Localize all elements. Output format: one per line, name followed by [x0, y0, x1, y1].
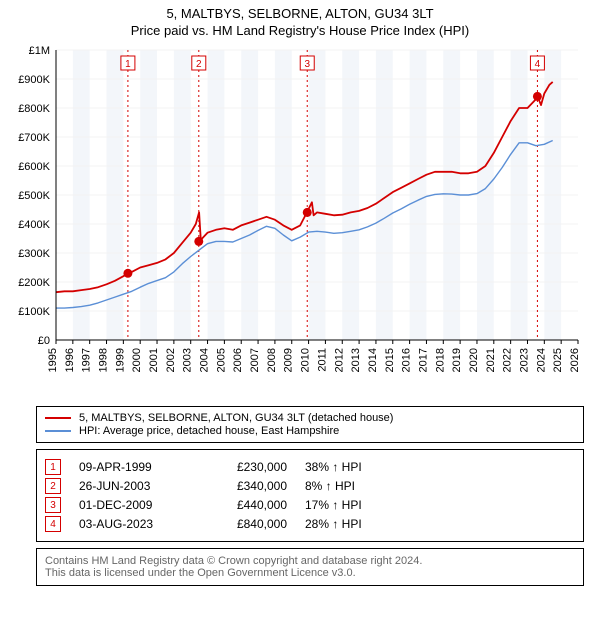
svg-text:£400K: £400K — [18, 219, 50, 231]
svg-text:£300K: £300K — [18, 248, 50, 260]
svg-text:2001: 2001 — [148, 348, 160, 372]
svg-text:2007: 2007 — [249, 348, 261, 372]
svg-text:2000: 2000 — [131, 348, 143, 372]
svg-text:£500K: £500K — [18, 190, 50, 202]
svg-text:2002: 2002 — [165, 348, 177, 372]
sale-date: 01-DEC-2009 — [79, 498, 189, 512]
svg-text:2: 2 — [196, 59, 202, 70]
svg-text:£100K: £100K — [18, 306, 50, 318]
legend-row-hpi: HPI: Average price, detached house, East… — [45, 425, 575, 437]
sale-price: £440,000 — [207, 498, 287, 512]
svg-text:2016: 2016 — [401, 348, 413, 372]
svg-text:2020: 2020 — [468, 348, 480, 372]
sale-marker-icon: 4 — [45, 516, 61, 532]
svg-text:£800K: £800K — [18, 103, 50, 115]
attribution-footer: Contains HM Land Registry data © Crown c… — [36, 548, 584, 586]
svg-text:1996: 1996 — [64, 348, 76, 372]
sale-marker-icon: 2 — [45, 478, 61, 494]
svg-text:2004: 2004 — [199, 348, 211, 372]
svg-text:2010: 2010 — [300, 348, 312, 372]
svg-text:2013: 2013 — [350, 348, 362, 372]
sale-delta: 8% ↑ HPI — [305, 479, 405, 493]
table-row: 2 26-JUN-2003 £340,000 8% ↑ HPI — [45, 478, 575, 494]
sale-date: 09-APR-1999 — [79, 460, 189, 474]
svg-text:£1M: £1M — [29, 45, 50, 57]
sale-delta: 28% ↑ HPI — [305, 517, 405, 531]
svg-text:1995: 1995 — [47, 348, 59, 372]
sale-price: £230,000 — [207, 460, 287, 474]
sale-delta: 38% ↑ HPI — [305, 460, 405, 474]
svg-text:2008: 2008 — [266, 348, 278, 372]
svg-text:£700K: £700K — [18, 132, 50, 144]
svg-text:3: 3 — [304, 59, 310, 70]
legend-label-property: 5, MALTBYS, SELBORNE, ALTON, GU34 3LT (d… — [79, 412, 393, 424]
svg-text:4: 4 — [535, 59, 541, 70]
sale-price: £840,000 — [207, 517, 287, 531]
svg-text:£200K: £200K — [18, 277, 50, 289]
svg-text:1999: 1999 — [114, 348, 126, 372]
chart-svg: £0 £100K £200K £300K £400K £500K £600K £700K £80… — [10, 40, 590, 400]
svg-text:2024: 2024 — [535, 348, 547, 372]
sale-date: 26-JUN-2003 — [79, 479, 189, 493]
svg-text:2006: 2006 — [232, 348, 244, 372]
svg-text:2019: 2019 — [451, 348, 463, 372]
svg-text:£0: £0 — [38, 335, 50, 347]
svg-text:1997: 1997 — [81, 348, 93, 372]
svg-text:2017: 2017 — [417, 348, 429, 372]
svg-text:1998: 1998 — [98, 348, 110, 372]
svg-text:2023: 2023 — [518, 348, 530, 372]
sales-table: 1 09-APR-1999 £230,000 38% ↑ HPI 2 26-JU… — [36, 449, 584, 542]
sale-date: 03-AUG-2023 — [79, 517, 189, 531]
svg-text:2009: 2009 — [283, 348, 295, 372]
svg-text:£600K: £600K — [18, 161, 50, 173]
legend-swatch-hpi — [45, 430, 71, 432]
svg-text:2011: 2011 — [316, 348, 328, 372]
sale-marker-icon: 3 — [45, 497, 61, 513]
svg-text:2012: 2012 — [333, 348, 345, 372]
sale-delta: 17% ↑ HPI — [305, 498, 405, 512]
footer-line2: This data is licensed under the Open Gov… — [45, 567, 575, 579]
legend-row-property: 5, MALTBYS, SELBORNE, ALTON, GU34 3LT (d… — [45, 412, 575, 424]
chart-title-address: 5, MALTBYS, SELBORNE, ALTON, GU34 3LT — [4, 6, 596, 21]
svg-text:2026: 2026 — [569, 348, 581, 372]
svg-text:2025: 2025 — [552, 348, 564, 372]
svg-text:2021: 2021 — [485, 348, 497, 372]
table-row: 4 03-AUG-2023 £840,000 28% ↑ HPI — [45, 516, 575, 532]
price-chart: £0 £100K £200K £300K £400K £500K £600K £700K £80… — [10, 40, 590, 400]
table-row: 3 01-DEC-2009 £440,000 17% ↑ HPI — [45, 497, 575, 513]
svg-text:2003: 2003 — [182, 348, 194, 372]
table-row: 1 09-APR-1999 £230,000 38% ↑ HPI — [45, 459, 575, 475]
chart-title-subtitle: Price paid vs. HM Land Registry's House … — [4, 23, 596, 38]
svg-text:2022: 2022 — [502, 348, 514, 372]
svg-text:2018: 2018 — [434, 348, 446, 372]
svg-text:1: 1 — [125, 59, 131, 70]
svg-text:2005: 2005 — [215, 348, 227, 372]
sale-marker-icon: 1 — [45, 459, 61, 475]
legend-label-hpi: HPI: Average price, detached house, East… — [79, 425, 339, 437]
footer-line1: Contains HM Land Registry data © Crown c… — [45, 555, 575, 567]
chart-title-block: 5, MALTBYS, SELBORNE, ALTON, GU34 3LT Pr… — [0, 0, 600, 40]
svg-text:£900K: £900K — [18, 74, 50, 86]
legend-swatch-property — [45, 417, 71, 419]
chart-legend: 5, MALTBYS, SELBORNE, ALTON, GU34 3LT (d… — [36, 406, 584, 443]
sale-price: £340,000 — [207, 479, 287, 493]
svg-text:2015: 2015 — [384, 348, 396, 372]
svg-text:2014: 2014 — [367, 348, 379, 372]
